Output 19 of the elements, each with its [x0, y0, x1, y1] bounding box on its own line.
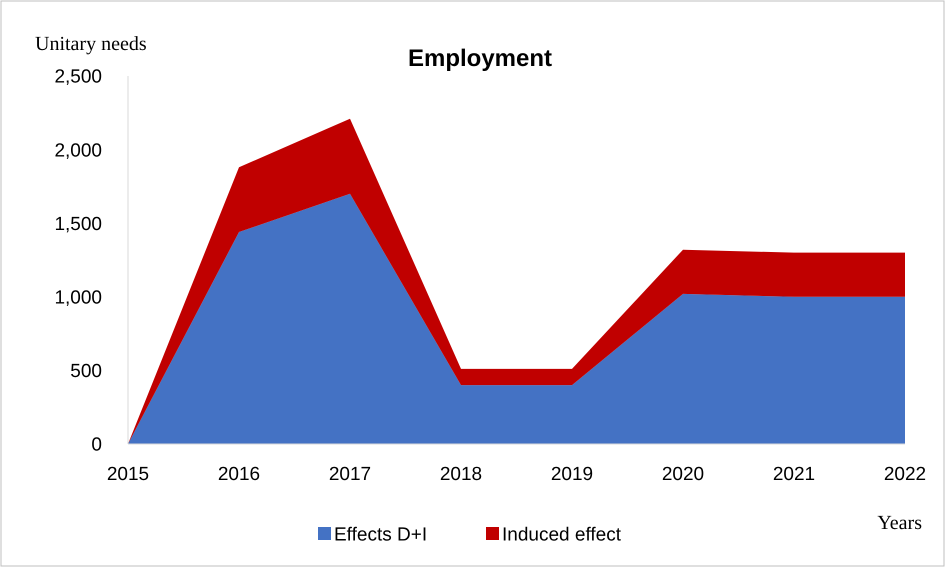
x-tick-label: 2019	[550, 464, 594, 485]
legend-label: Induced effect	[502, 524, 622, 546]
y-tick-label: 1,500	[54, 214, 102, 235]
y-tick-label: 2,000	[54, 140, 102, 162]
y-tick-label: 0	[91, 434, 102, 456]
x-tick-label: 2020	[662, 464, 704, 485]
x-tick-label: 2016	[218, 464, 260, 485]
y-tick-label: 2,500	[54, 66, 102, 88]
legend-label: Effects D+I	[334, 524, 428, 546]
y-axis-title: Unitary needs	[35, 33, 147, 55]
x-tick-label: 2022	[884, 464, 926, 485]
chart-title: Employment	[408, 45, 552, 72]
x-tick-label: 2015	[106, 464, 150, 485]
x-tick-label: 2018	[440, 464, 482, 485]
y-tick-label: 500	[70, 361, 102, 382]
x-tick-label: 2021	[772, 464, 816, 485]
y-tick-label: 1,000	[54, 287, 102, 308]
x-axis-title: Years	[877, 512, 922, 534]
x-tick-label: 2017	[328, 464, 372, 485]
